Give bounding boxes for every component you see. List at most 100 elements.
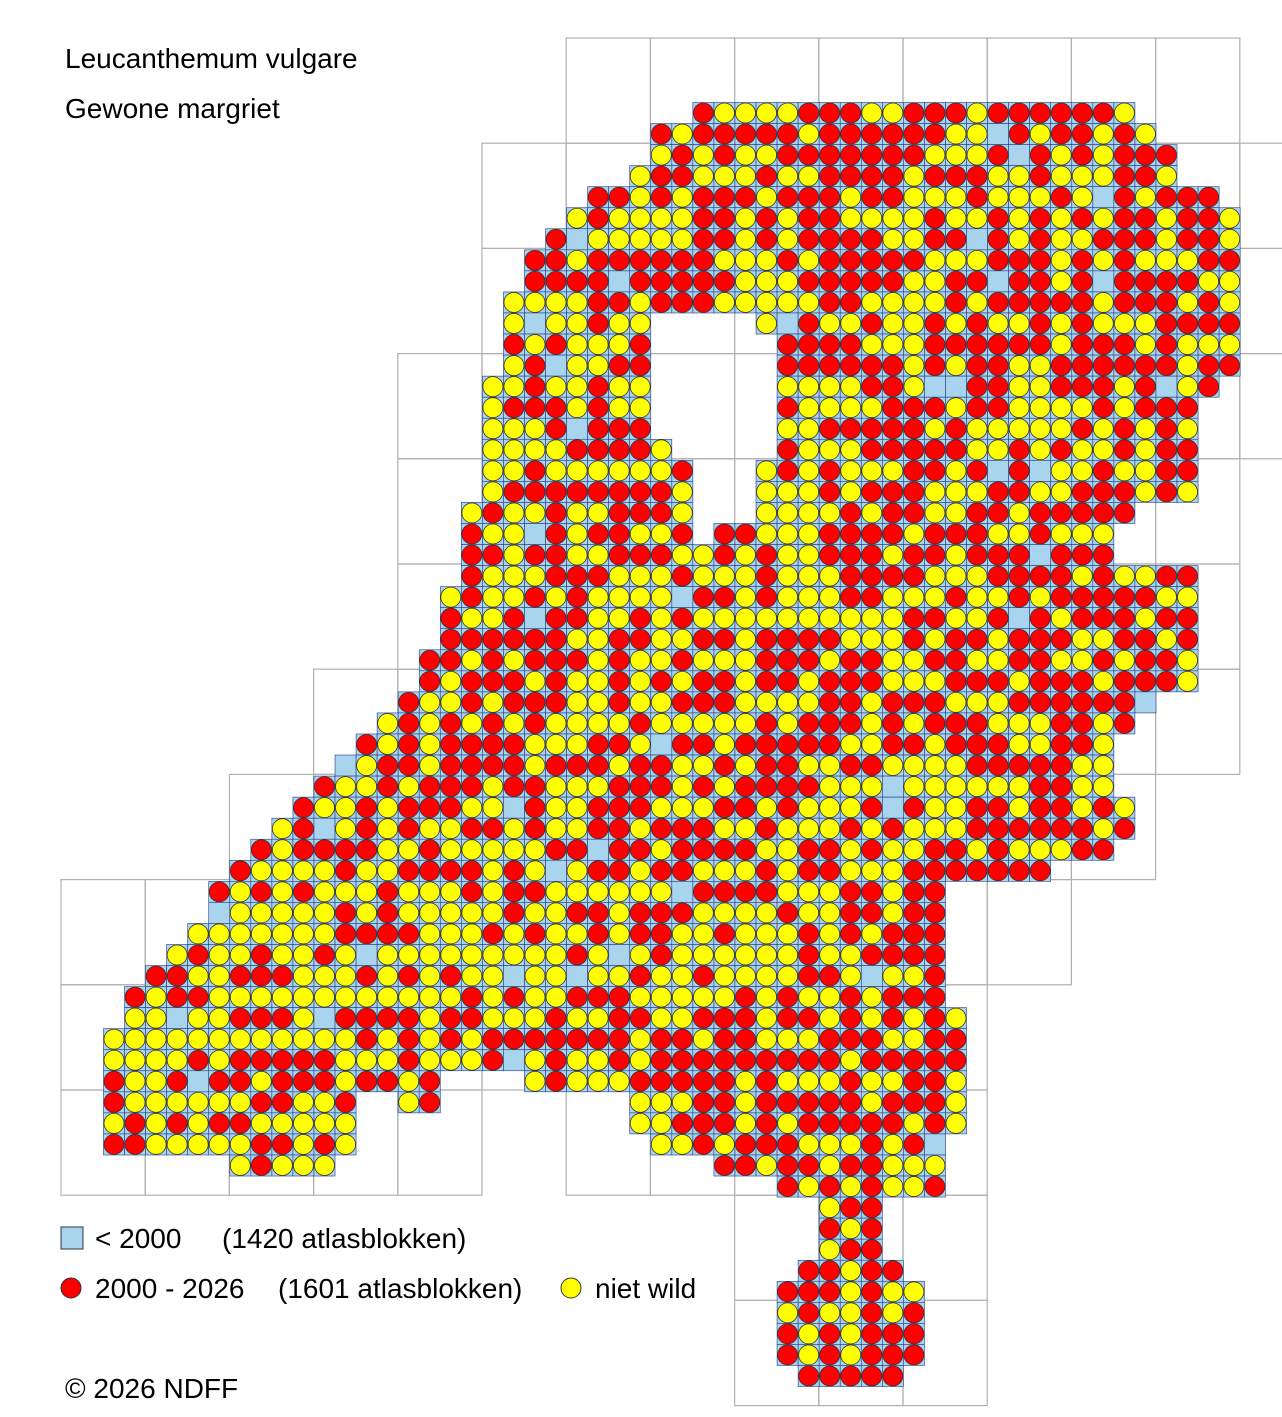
dot-not-wild bbox=[924, 565, 946, 587]
atlas-cell bbox=[1029, 460, 1052, 482]
dot-not-wild bbox=[1092, 713, 1114, 734]
dot-recent bbox=[1050, 734, 1072, 755]
dot-recent bbox=[714, 1155, 735, 1176]
dot-recent bbox=[819, 1344, 841, 1366]
dot-recent bbox=[714, 839, 735, 861]
dot-recent bbox=[566, 481, 588, 503]
dot-recent bbox=[419, 1070, 441, 1092]
dot-recent bbox=[566, 565, 588, 587]
dot-recent bbox=[945, 1028, 967, 1050]
dot-not-wild bbox=[377, 839, 399, 861]
legend-label: 2000 - 2026 bbox=[95, 1273, 244, 1304]
dot-not-wild bbox=[1071, 165, 1093, 187]
dot-recent bbox=[798, 334, 820, 355]
dot-recent bbox=[608, 692, 630, 713]
dot-recent bbox=[714, 186, 735, 208]
atlas-cell bbox=[776, 312, 799, 335]
dot-recent bbox=[924, 965, 946, 987]
dot-recent bbox=[756, 860, 777, 882]
dot-recent bbox=[524, 1028, 546, 1050]
dot-recent bbox=[903, 418, 925, 440]
dot-not-wild bbox=[735, 692, 756, 713]
dot-not-wild bbox=[1050, 839, 1072, 861]
dot-not-wild bbox=[777, 692, 798, 713]
dot-not-wild bbox=[735, 860, 756, 882]
dot-recent bbox=[566, 270, 588, 292]
dot-not-wild bbox=[1114, 649, 1135, 671]
dot-recent bbox=[1071, 818, 1093, 840]
dot-not-wild bbox=[903, 1007, 925, 1029]
dot-recent bbox=[503, 881, 525, 903]
dot-recent bbox=[714, 1049, 735, 1071]
dot-not-wild bbox=[293, 1113, 314, 1134]
dot-not-wild bbox=[1071, 797, 1093, 819]
dot-recent bbox=[524, 544, 546, 566]
dot-recent bbox=[714, 228, 735, 250]
dot-not-wild bbox=[798, 565, 820, 587]
dot-recent bbox=[1050, 292, 1072, 313]
dot-not-wild bbox=[587, 965, 609, 987]
dot-not-wild bbox=[861, 692, 883, 713]
dot-not-wild bbox=[440, 881, 462, 903]
dot-not-wild bbox=[629, 692, 651, 713]
dot-not-wild bbox=[945, 1007, 967, 1029]
dot-not-wild bbox=[1029, 418, 1051, 440]
dot-not-wild bbox=[819, 397, 841, 419]
dot-not-wild bbox=[503, 839, 525, 861]
dot-recent bbox=[882, 418, 904, 440]
dot-recent bbox=[398, 692, 420, 713]
dot-not-wild bbox=[103, 1113, 125, 1134]
dot-recent bbox=[819, 734, 841, 755]
dot-not-wild bbox=[419, 944, 441, 966]
dot-not-wild bbox=[1092, 776, 1114, 797]
dot-not-wild bbox=[903, 670, 925, 692]
dot-recent bbox=[314, 839, 335, 861]
dot-not-wild bbox=[629, 165, 651, 187]
dot-not-wild bbox=[671, 944, 693, 966]
dot-recent bbox=[1008, 628, 1030, 650]
dot-not-wild bbox=[840, 1260, 862, 1282]
dot-recent bbox=[650, 755, 672, 776]
dot-recent bbox=[798, 1091, 820, 1113]
dot-not-wild bbox=[714, 649, 735, 671]
dot-recent bbox=[650, 544, 672, 566]
dot-not-wild bbox=[1092, 292, 1114, 313]
dot-not-wild bbox=[882, 1176, 904, 1197]
dot-not-wild bbox=[461, 944, 483, 966]
dot-recent bbox=[1156, 292, 1177, 313]
dot-recent bbox=[503, 1028, 525, 1050]
dot-recent bbox=[524, 270, 546, 292]
dot-recent bbox=[714, 270, 735, 292]
dot-not-wild bbox=[503, 544, 525, 566]
dot-recent bbox=[756, 123, 777, 145]
dot-recent bbox=[966, 628, 988, 650]
dot-not-wild bbox=[777, 818, 798, 840]
dot-recent bbox=[377, 923, 399, 945]
dot-not-wild bbox=[819, 607, 841, 629]
dot-recent bbox=[671, 1028, 693, 1050]
dot-not-wild bbox=[166, 1134, 188, 1155]
dot-not-wild bbox=[903, 376, 925, 398]
dot-not-wild bbox=[861, 207, 883, 229]
dot-not-wild bbox=[840, 313, 862, 334]
dot-not-wild bbox=[798, 755, 820, 776]
dot-recent bbox=[1008, 102, 1030, 124]
dot-recent bbox=[903, 1134, 925, 1155]
dot-recent bbox=[1198, 207, 1219, 229]
dot-not-wild bbox=[819, 1134, 841, 1155]
dot-not-wild bbox=[1029, 123, 1051, 145]
dot-not-wild bbox=[293, 986, 314, 1008]
dot-recent bbox=[608, 544, 630, 566]
dot-not-wild bbox=[714, 734, 735, 755]
dot-recent bbox=[714, 670, 735, 692]
dot-recent bbox=[1114, 439, 1135, 461]
dot-recent bbox=[566, 439, 588, 461]
dot-not-wild bbox=[882, 881, 904, 903]
legend-label: < 2000 bbox=[95, 1223, 181, 1254]
dot-recent bbox=[566, 586, 588, 608]
dot-recent bbox=[819, 1091, 841, 1113]
dot-not-wild bbox=[650, 797, 672, 819]
dot-not-wild bbox=[1177, 418, 1198, 440]
dot-not-wild bbox=[735, 1070, 756, 1092]
dot-not-wild bbox=[1092, 249, 1114, 271]
